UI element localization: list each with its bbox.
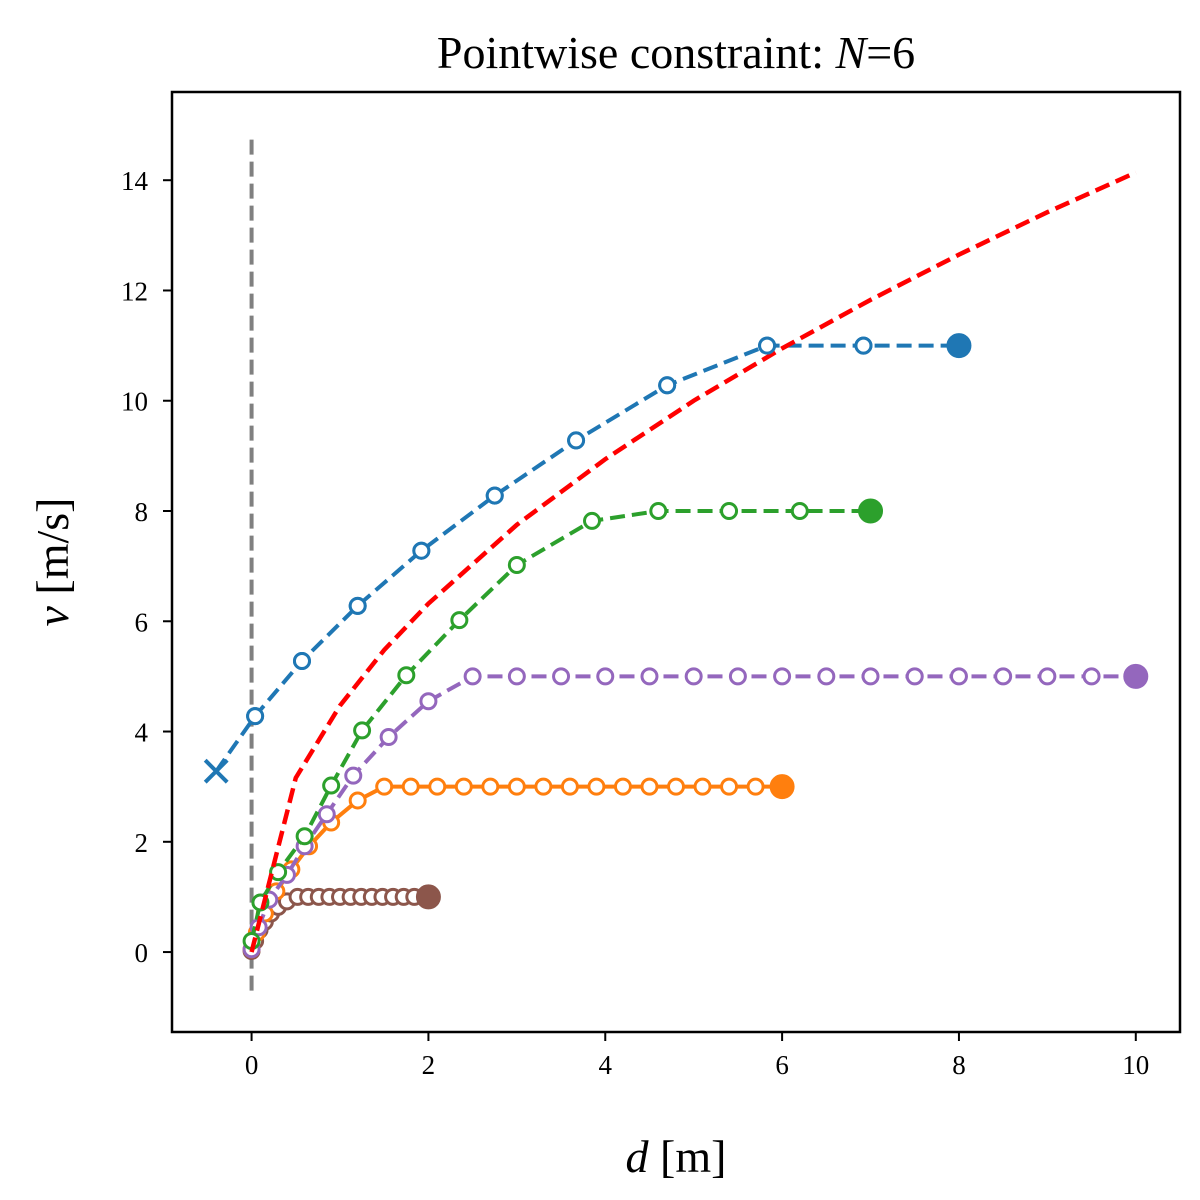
data-point bbox=[428, 777, 447, 796]
data-point bbox=[507, 777, 526, 796]
x-tick-label: 6 bbox=[775, 1050, 789, 1080]
data-point bbox=[560, 777, 579, 796]
data-point bbox=[397, 666, 416, 685]
data-point bbox=[246, 707, 265, 726]
start-point-marker bbox=[203, 758, 229, 784]
y-tick-label: 2 bbox=[135, 828, 149, 858]
end-point-marker bbox=[1123, 663, 1149, 689]
data-point bbox=[854, 336, 873, 355]
data-point bbox=[583, 511, 601, 530]
x-tick-label: 0 bbox=[245, 1050, 259, 1080]
data-point bbox=[507, 556, 526, 575]
data-point bbox=[1082, 667, 1101, 686]
y-axis-label: v [m/s] bbox=[27, 497, 78, 626]
y-tick-label: 10 bbox=[121, 387, 148, 417]
data-point bbox=[450, 611, 469, 630]
data-point bbox=[667, 777, 685, 796]
data-point bbox=[693, 777, 712, 796]
data-point bbox=[419, 692, 438, 711]
series-group-top bbox=[246, 333, 971, 726]
x-tick-label: 8 bbox=[952, 1050, 966, 1080]
data-point bbox=[994, 667, 1013, 686]
data-point bbox=[905, 667, 924, 686]
boundary-curve bbox=[249, 170, 1137, 953]
data-point bbox=[552, 667, 571, 686]
y-tick-label: 0 bbox=[135, 938, 149, 968]
data-point bbox=[348, 596, 367, 615]
y-tick-label: 12 bbox=[121, 276, 148, 306]
data-point bbox=[728, 667, 747, 686]
series-line bbox=[214, 343, 959, 773]
data-point bbox=[317, 805, 336, 824]
data-point bbox=[790, 502, 809, 521]
data-point bbox=[949, 667, 968, 686]
data-point bbox=[292, 651, 311, 670]
data-point bbox=[684, 667, 703, 686]
x-axis-label-unit: [m] bbox=[649, 1131, 727, 1182]
x-axis-label: d [m] bbox=[626, 1131, 727, 1182]
data-point bbox=[534, 777, 553, 796]
data-point bbox=[401, 777, 420, 796]
end-point-marker bbox=[769, 774, 795, 800]
y-tick-label: 14 bbox=[121, 166, 149, 196]
chart-title-variable: N bbox=[835, 27, 869, 78]
data-point bbox=[295, 827, 314, 846]
chart-title-suffix: =6 bbox=[866, 27, 915, 78]
end-point-marker bbox=[946, 333, 971, 358]
data-point bbox=[1038, 667, 1057, 686]
data-point bbox=[640, 777, 659, 796]
end-point-marker bbox=[858, 498, 884, 524]
data-point bbox=[322, 776, 341, 795]
y-axis-label-variable: v bbox=[27, 606, 78, 627]
y-tick-label: 8 bbox=[135, 497, 149, 527]
end-point-marker bbox=[415, 884, 441, 910]
data-point bbox=[344, 766, 363, 785]
data-point bbox=[758, 336, 777, 355]
data-point bbox=[348, 791, 367, 810]
x-tick-label: 4 bbox=[599, 1050, 613, 1080]
data-point bbox=[269, 863, 288, 882]
data-point bbox=[412, 541, 431, 560]
data-point bbox=[379, 728, 398, 747]
axis-ticks: 0 2 4 6 8 10 0 2 4 6 8 10 12 14 bbox=[121, 166, 1149, 1080]
data-point bbox=[596, 667, 615, 686]
data-point bbox=[613, 777, 632, 796]
y-tick-label: 6 bbox=[135, 607, 149, 637]
data-point bbox=[463, 667, 482, 686]
data-point bbox=[720, 502, 739, 521]
data-point bbox=[658, 376, 677, 395]
y-tick-label: 4 bbox=[135, 718, 149, 748]
x-axis-label-variable: d bbox=[626, 1131, 650, 1182]
data-point bbox=[375, 777, 394, 796]
x-tick-label: 2 bbox=[422, 1050, 436, 1080]
data-point bbox=[567, 431, 586, 450]
data-point bbox=[353, 721, 372, 740]
data-point bbox=[481, 777, 500, 796]
data-point bbox=[587, 777, 606, 796]
chart-title-prefix: Pointwise constraint: bbox=[437, 27, 836, 78]
chart-title: Pointwise constraint: N=6 bbox=[437, 27, 915, 78]
data-point bbox=[640, 667, 659, 686]
data-point bbox=[773, 667, 792, 686]
plot-frame bbox=[170, 90, 1182, 1034]
data-point bbox=[746, 777, 765, 796]
x-tick-label: 10 bbox=[1122, 1050, 1149, 1080]
data-point bbox=[507, 667, 526, 686]
y-axis-label-unit: [m/s] bbox=[27, 497, 78, 606]
data-point bbox=[817, 667, 836, 686]
data-point bbox=[861, 667, 880, 686]
data-point bbox=[454, 777, 473, 796]
plot-area bbox=[203, 136, 1149, 991]
data-point bbox=[485, 486, 504, 505]
data-point bbox=[720, 777, 739, 796]
data-point bbox=[649, 502, 668, 521]
